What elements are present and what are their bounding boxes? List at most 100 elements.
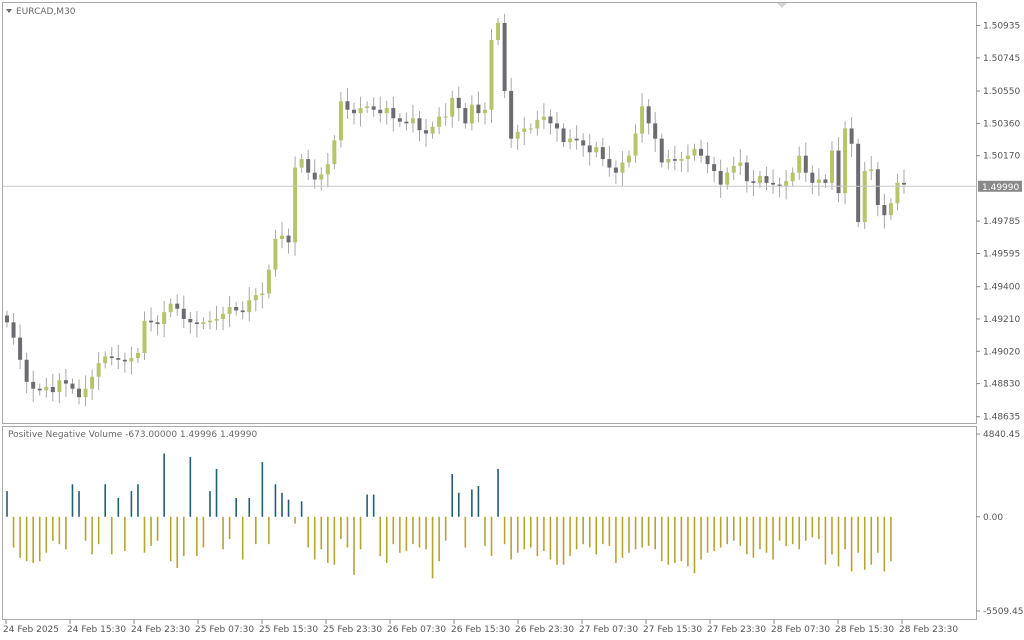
candle — [391, 96, 396, 132]
candle-body — [482, 109, 487, 114]
candle — [548, 109, 553, 135]
candle-body — [640, 106, 645, 134]
candle-body — [797, 155, 802, 173]
candle-body — [155, 322, 160, 325]
y-tick-label: 1.50550 — [983, 87, 1020, 97]
candle-body — [561, 128, 566, 143]
candle-body — [57, 380, 62, 393]
candle — [338, 92, 343, 148]
candle — [384, 100, 389, 125]
candle-body — [273, 239, 278, 270]
candle — [430, 121, 435, 139]
candle — [554, 112, 559, 142]
candle — [371, 97, 376, 117]
shift-marker-icon[interactable] — [777, 3, 787, 8]
candle-body — [116, 358, 121, 360]
candle — [201, 317, 206, 330]
candle — [417, 111, 422, 142]
candle — [5, 310, 9, 328]
candle — [378, 96, 383, 123]
candle — [587, 134, 592, 166]
candle-body — [685, 155, 690, 160]
candle — [836, 137, 841, 203]
candle — [757, 170, 762, 188]
candle-body — [469, 104, 474, 124]
candle — [620, 151, 625, 186]
candle-body — [345, 101, 350, 110]
candle-body — [397, 118, 402, 122]
x-tick-label: 26 Feb 15:30 — [451, 625, 510, 635]
candle — [535, 110, 540, 136]
candle-body — [902, 182, 906, 185]
candle — [607, 145, 612, 177]
candle — [731, 156, 736, 180]
candle-body — [410, 118, 415, 124]
y-tick-label: 1.49210 — [983, 315, 1020, 325]
candle-body — [214, 318, 219, 321]
candle — [286, 228, 291, 254]
candle-body — [325, 164, 330, 175]
volume-bars — [6, 453, 892, 579]
candle-body — [744, 162, 749, 182]
candle-body — [751, 181, 756, 183]
candle — [699, 139, 704, 163]
candle — [24, 352, 29, 394]
candle — [260, 282, 265, 309]
candle — [600, 137, 605, 167]
candle-body — [227, 307, 232, 314]
candle — [44, 377, 49, 398]
candle — [705, 142, 710, 174]
candle — [640, 93, 645, 143]
candle — [803, 142, 808, 182]
candle-body — [299, 159, 304, 168]
candle-body — [260, 293, 265, 296]
candle — [541, 103, 546, 130]
candle-body — [168, 303, 173, 313]
y-tick-label: 1.50170 — [983, 152, 1020, 162]
dropdown-triangle-icon[interactable] — [6, 9, 12, 13]
candle-body — [764, 176, 769, 183]
candle-body — [659, 138, 664, 163]
main-panel-frame — [2, 2, 977, 424]
candle — [214, 305, 219, 330]
x-tick-label: 27 Feb 23:30 — [707, 625, 766, 635]
candle — [103, 351, 108, 369]
candle-body — [535, 119, 540, 129]
candle — [135, 347, 140, 364]
candle — [574, 125, 579, 150]
candle — [319, 167, 324, 191]
candle — [122, 352, 127, 373]
candle-body — [725, 172, 730, 185]
candle — [234, 301, 239, 316]
candle-body — [332, 140, 337, 165]
candle-body — [594, 147, 599, 153]
candle-body — [37, 388, 42, 391]
candle-body — [358, 108, 363, 114]
candle-body — [96, 363, 101, 377]
candle — [18, 324, 23, 369]
candle-body — [424, 130, 429, 134]
candle-body — [306, 159, 311, 173]
candle-body — [83, 388, 88, 398]
x-tick-label: 24 Feb 15:30 — [67, 625, 126, 635]
candles — [5, 13, 906, 407]
x-tick-label: 24 Feb 23:30 — [131, 625, 190, 635]
candle-body — [653, 123, 658, 139]
candle-body — [378, 109, 383, 114]
candle-body — [181, 308, 186, 319]
candle — [50, 373, 55, 402]
candle — [790, 167, 795, 187]
candle — [181, 295, 186, 329]
candle-body — [50, 386, 55, 393]
candle-body — [77, 388, 82, 398]
candle-body — [679, 159, 684, 161]
candle — [856, 138, 861, 228]
candle — [653, 112, 658, 152]
candle-body — [712, 164, 717, 171]
y-tick-label: 1.49400 — [983, 283, 1020, 293]
candle-body — [738, 162, 743, 166]
candle-body — [365, 106, 370, 109]
candle-body — [11, 322, 16, 338]
candle-body — [600, 147, 605, 160]
candle — [862, 161, 867, 230]
